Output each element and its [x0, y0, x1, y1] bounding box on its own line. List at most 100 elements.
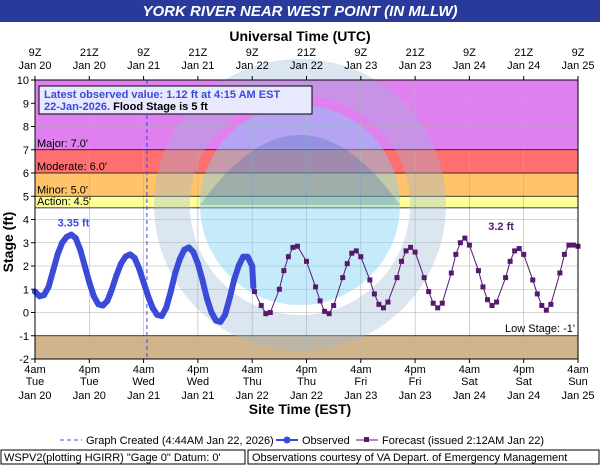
forecast-point [421, 275, 427, 281]
forecast-point [494, 299, 500, 305]
forecast-point [475, 268, 481, 274]
top-tick-time: 21Z [188, 47, 207, 59]
forecast-point [480, 284, 486, 290]
observed-point [163, 304, 170, 311]
observed-point [36, 293, 43, 300]
footer: WSPV2(plotting HGIRR) "Gage 0" Datum: 0'… [0, 449, 600, 465]
bottom-tick-date: Jan 23 [399, 390, 432, 402]
observed-point [81, 263, 88, 269]
observed-point [240, 253, 247, 260]
observed-point [117, 260, 124, 267]
top-tick-date: Jan 24 [453, 60, 486, 72]
forecast-point [251, 289, 257, 295]
observed-point [136, 265, 143, 272]
observed-point [86, 279, 93, 286]
observed-point [249, 263, 256, 269]
forecast-point [290, 244, 296, 250]
forecast-point [385, 299, 391, 305]
forecast-point [439, 300, 445, 306]
forecast-point [394, 275, 400, 281]
top-tick-time: 9Z [29, 47, 42, 59]
observed-point [122, 253, 129, 260]
forecast-point [371, 291, 377, 297]
bottom-tick-day: Tue [26, 376, 45, 388]
bottom-tick-day: Wed [132, 376, 154, 388]
top-tick-date: Jan 25 [561, 60, 594, 72]
peak-annotations: 3.35 ft 3.2 ft [58, 218, 515, 233]
latest-value-box: Latest observed value: 1.12 ft at 4:15 A… [38, 85, 313, 115]
forecast-point [380, 305, 386, 311]
top-tick-date: Jan 20 [18, 60, 51, 72]
observed-point [176, 256, 183, 263]
y-tick-label: 0 [23, 308, 29, 320]
band-label-low: Low Stage: -1' [505, 323, 575, 335]
flood-stage-text: Flood Stage is 5 ft [110, 101, 208, 113]
observed-point [199, 276, 206, 283]
observed-point [131, 254, 138, 261]
watermark-sky [200, 135, 400, 205]
top-tick-time: 9Z [463, 47, 476, 59]
top-tick-time: 21Z [80, 47, 99, 59]
observed-point [167, 288, 174, 295]
observed-point [250, 283, 257, 290]
bottom-tick-time: 4pm [79, 364, 100, 376]
latest-value-line2: 22-Jan-2026. Flood Stage is 5 ft [44, 101, 208, 113]
observed-point [90, 293, 97, 300]
forecast-point [521, 251, 527, 257]
legend-graph-created: Graph Created (4:44AM Jan 22, 2026) [86, 435, 274, 447]
peak-label-1: 3.2 ft [488, 221, 514, 233]
forecast-point [453, 251, 459, 257]
top-tick-time: 21Z [297, 47, 316, 59]
observed-point [68, 231, 75, 238]
bottom-tick-date: Jan 22 [236, 390, 269, 402]
band-label-action: Action: 4.5' [37, 196, 91, 208]
observed-point [194, 260, 201, 267]
forecast-point [548, 301, 554, 307]
forecast-point [457, 240, 463, 246]
bottom-tick-day: Sun [568, 376, 588, 388]
observed-point [181, 246, 188, 253]
observed-point [140, 279, 147, 286]
forecast-point [516, 246, 522, 252]
y-tick-label: 10 [17, 75, 29, 87]
footer-datum: WSPV2(plotting HGIRR) "Gage 0" Datum: 0' [4, 452, 221, 464]
bottom-tick-time: 4pm [187, 364, 208, 376]
observed-point [208, 309, 215, 316]
chart-title: YORK RIVER NEAR WEST POINT (IN MLLW) [143, 3, 458, 20]
bottom-tick-time: 4pm [404, 364, 425, 376]
x-axis-title: Site Time (EST) [249, 401, 351, 417]
y-tick-label: 9 [23, 98, 29, 110]
observed-point [95, 301, 102, 308]
title-bar [0, 0, 600, 22]
top-tick-time: 21Z [514, 47, 533, 59]
forecast-point [503, 275, 509, 281]
top-tick-time: 9Z [572, 47, 585, 59]
observed-point [149, 304, 156, 311]
forecast-point [267, 310, 273, 315]
band-label-moderate: Moderate: 6.0' [37, 161, 107, 173]
observed-point [231, 276, 238, 283]
forecast-point [543, 307, 549, 313]
forecast-point [557, 270, 563, 276]
y-tick-label: 2 [23, 261, 29, 273]
top-tick-date: Jan 21 [181, 60, 214, 72]
forecast-point [285, 254, 291, 260]
flood-category-labels: Major: 7.0' Moderate: 6.0' Minor: 5.0'Acti… [37, 138, 575, 335]
legend-forecast: Forecast (issued 2:12AM Jan 22) [382, 435, 544, 447]
observed-point [213, 317, 219, 324]
top-tick-time: 9Z [354, 47, 367, 59]
y-tick-label: 6 [23, 168, 29, 180]
forecast-point [534, 291, 540, 297]
top-tick-date: Jan 23 [399, 60, 432, 72]
forecast-point [489, 303, 495, 309]
observed-point [185, 244, 192, 251]
forecast-point [466, 242, 472, 248]
top-axis-title: Universal Time (UTC) [229, 28, 370, 44]
forecast-series [251, 235, 581, 317]
forecast-point [322, 308, 328, 314]
bottom-tick-day: Thu [243, 376, 262, 388]
bottom-tick-day: Tue [80, 376, 99, 388]
observed-point [108, 286, 115, 293]
forecast-point [326, 311, 332, 317]
